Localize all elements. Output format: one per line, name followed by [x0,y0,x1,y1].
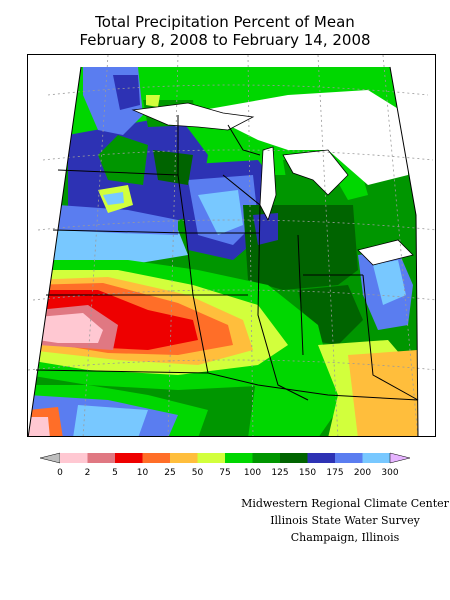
credit-center: Midwestern Regional Climate Center [241,497,449,510]
shore-erie [357,239,414,266]
lake-superior [133,103,253,130]
lake-michigan [260,147,276,220]
boundary-east-edge [389,66,419,436]
legend-swatch [280,453,308,463]
color-legend: 0 2 5 10 25 50 75 100 125 150 175 200 300 [39,450,411,480]
legend-swatch [142,453,170,463]
field-mn-light-blue [198,190,243,235]
field-kansas-pink [38,313,103,343]
field-sw-pink [28,417,50,436]
legend-label: 0 [57,468,63,478]
precipitation-map [27,54,436,437]
boundary-il-in [257,204,309,401]
legend-label: 200 [354,468,371,478]
legend-label: 125 [271,468,288,478]
precipitation-map-svg [28,55,435,436]
field-se-orange [348,350,418,436]
legend-arrow-high [389,452,411,464]
field-se-green [248,355,348,436]
color-legend-svg: 0 2 5 10 25 50 75 100 125 150 175 200 300 [39,452,411,478]
great-lakes [133,90,413,265]
shore-michigan [259,146,277,222]
legend-label: 175 [326,468,343,478]
map-date-range: February 8, 2008 to February 14, 2008 [79,31,371,49]
northern-void [203,90,408,185]
legend-label: 50 [192,468,204,478]
credit-survey: Illinois State Water Survey [270,514,420,527]
map-title: Total Precipitation Percent of Mean [95,13,355,31]
graticule-lat-2 [42,149,434,161]
state-boundaries [28,66,419,436]
legend-label: 5 [112,468,118,478]
legend-label: 10 [137,468,149,478]
boundary-in-oh [297,234,304,356]
graticule-lon-5 [382,55,419,436]
graticule-lon-3 [247,55,254,436]
lake-huron [283,150,348,195]
legend-swatch [225,453,253,463]
boundary-ks-ok [35,369,209,374]
boundary-nd-sd [57,169,179,176]
legend-swatch [87,453,115,463]
field-nd-light-blue [48,225,188,265]
legend-swatch [60,453,88,463]
boundary-west-edge [28,66,82,436]
lake-erie [358,240,413,265]
graticule-lon-1 [82,55,109,436]
boundary-southern [207,372,419,401]
legend-label: 100 [244,468,261,478]
boundary-sd-ne [52,229,187,234]
boundary-wi-west [222,174,261,206]
legend-swatch [362,453,390,463]
legend-label: 2 [85,468,91,478]
legend-label: 300 [381,468,398,478]
field-superior-yellow [146,95,160,107]
field-ohio-light-blue [373,260,406,305]
graticule-lat-1 [47,84,429,96]
legend-label: 150 [299,468,316,478]
legend-swatch [115,453,143,463]
shore-huron [282,149,349,196]
graticule-lon-2 [167,55,179,436]
field-nw-dark-green [153,150,193,185]
field-nd-blue [53,205,178,235]
legend-swatch [170,453,198,463]
graticule-lat-3 [37,219,435,231]
field-nd-inner-blue [103,192,124,205]
field-far-north-dark [113,75,140,110]
legend-swatch [252,453,280,463]
shore-superior [131,102,255,131]
legend-arrow-low [39,452,61,464]
legend-swatch [335,453,363,463]
boundary-wi-up [227,124,261,156]
graticule-lon-4 [317,55,339,436]
credit-location: Champaign, Illinois [290,531,400,544]
legend-swatch [307,453,335,463]
legend-label: 25 [164,468,175,478]
field-sw-light-blue [73,405,148,436]
boundary-oh-wv [362,274,419,401]
lake-shorelines [131,102,414,266]
legend-label: 75 [219,468,230,478]
legend-swatch [197,453,225,463]
graticule [28,55,435,436]
